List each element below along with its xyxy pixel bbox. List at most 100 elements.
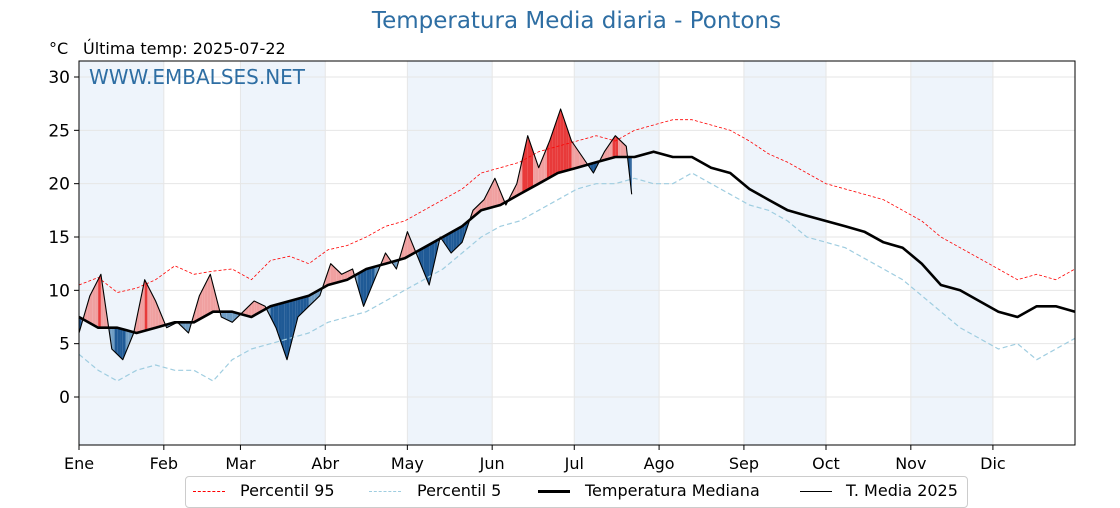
below-median-fill: [289, 300, 293, 349]
legend-swatch-median: [538, 490, 570, 493]
below-median-fill: [273, 304, 277, 328]
above-median-fill: [525, 135, 528, 192]
above-median-fill: [582, 157, 586, 167]
above-median-fill: [95, 279, 99, 328]
x-tick-label: Mar: [225, 454, 256, 473]
above-median-fill: [213, 285, 216, 312]
series-line-median: [78, 150, 1076, 335]
above-median-fill: [155, 301, 159, 328]
above-median-fill: [549, 133, 553, 178]
below-median-fill: [308, 294, 312, 307]
grid: [78, 61, 1075, 445]
above-median-fill: [401, 241, 405, 260]
series-line-t2025: [78, 108, 633, 361]
above-median-fill: [98, 274, 101, 328]
y-tick-label: 30: [48, 68, 70, 88]
below-median-fill: [286, 301, 290, 360]
below-median-fill: [456, 227, 460, 248]
below-median-fill: [122, 329, 126, 360]
above-median-fill: [87, 295, 90, 324]
plot-frame: [78, 60, 1076, 446]
below-median-fill: [426, 244, 430, 285]
above-median-fill: [341, 273, 345, 282]
above-median-fill: [544, 147, 547, 181]
above-median-fill: [489, 183, 493, 209]
below-median-fill: [278, 303, 282, 344]
above-median-fill: [202, 285, 205, 318]
above-median-fill: [152, 295, 156, 329]
above-median-fill: [207, 274, 211, 315]
above-median-fill: [344, 271, 348, 281]
below-median-fill: [114, 327, 118, 355]
above-median-fill: [516, 171, 520, 196]
below-median-fill: [593, 162, 597, 173]
watermark: WWW.EMBALSES.NET: [89, 65, 306, 89]
above-median-fill: [533, 151, 536, 187]
above-median-fill: [330, 263, 334, 285]
above-median-fill: [103, 293, 107, 328]
above-median-fill: [555, 117, 558, 175]
above-median-fill: [618, 138, 621, 157]
below-median-fill: [423, 246, 427, 279]
x-tick-label: May: [391, 454, 424, 473]
y-tick-label: 10: [48, 281, 70, 301]
above-median-fill: [500, 191, 504, 205]
above-median-fill: [325, 271, 328, 287]
below-median-fill: [374, 265, 378, 280]
y-tick-label: 25: [48, 121, 70, 141]
above-median-fill: [527, 135, 531, 190]
month-bands: [79, 61, 993, 445]
above-median-fill: [563, 117, 567, 172]
above-median-fill: [204, 279, 208, 317]
below-median-fill: [431, 241, 435, 273]
below-median-fill: [459, 226, 463, 245]
above-median-fill: [385, 253, 389, 264]
above-median-fill: [158, 307, 162, 327]
month-band: [240, 61, 326, 445]
y-tick-label: 0: [59, 388, 70, 408]
month-band: [910, 61, 993, 445]
legend-label-p5: Percentil 5: [417, 481, 502, 500]
last-temp-label: Última temp: 2025-07-22: [83, 39, 286, 58]
y-axis: 0 5 10 15 20 25 30: [48, 68, 79, 408]
above-median-fill: [519, 159, 523, 195]
above-median-fill: [571, 141, 575, 170]
y-tick-label: 20: [48, 175, 70, 195]
above-median-fill: [196, 295, 200, 321]
x-tick-label: Sep: [729, 454, 759, 473]
above-median-fill: [514, 183, 517, 198]
below-median-fill: [182, 322, 186, 331]
below-median-fill: [128, 330, 131, 347]
below-median-fill: [281, 302, 285, 352]
above-median-fill: [546, 141, 550, 180]
below-median-fill: [111, 327, 115, 352]
y-unit-label: °C: [49, 39, 69, 58]
above-median-fill: [147, 285, 151, 330]
chart-title: Temperatura Media diaria - Pontons: [371, 8, 782, 34]
above-median-fill: [150, 290, 153, 330]
below-median-fill: [358, 272, 361, 297]
below-median-fill: [448, 232, 452, 253]
above-median-fill: [141, 279, 145, 332]
x-tick-label: Jun: [479, 454, 505, 473]
below-median-fill: [226, 311, 230, 321]
above-median-fill: [492, 178, 495, 208]
x-tick-label: Abr: [311, 454, 339, 473]
above-median-fill: [328, 263, 331, 285]
above-median-fill: [483, 194, 487, 210]
above-median-fill: [577, 149, 580, 168]
above-median-fill: [92, 285, 96, 327]
below-median-fill: [276, 304, 279, 336]
y-tick-label: 15: [48, 228, 70, 248]
legend: Percentil 95 Percentil 5 Temperatura Med…: [185, 476, 968, 508]
month-band: [743, 61, 826, 445]
above-median-fill: [336, 269, 339, 283]
x-tick-label: Ene: [64, 454, 94, 473]
below-median-fill: [284, 301, 287, 360]
below-median-fill: [229, 311, 233, 323]
above-median-fill: [136, 306, 140, 333]
legend-label-median: Temperatura Mediana: [585, 481, 760, 500]
above-median-fill: [100, 274, 104, 328]
legend-label-t2025: T. Media 2025: [846, 481, 958, 500]
